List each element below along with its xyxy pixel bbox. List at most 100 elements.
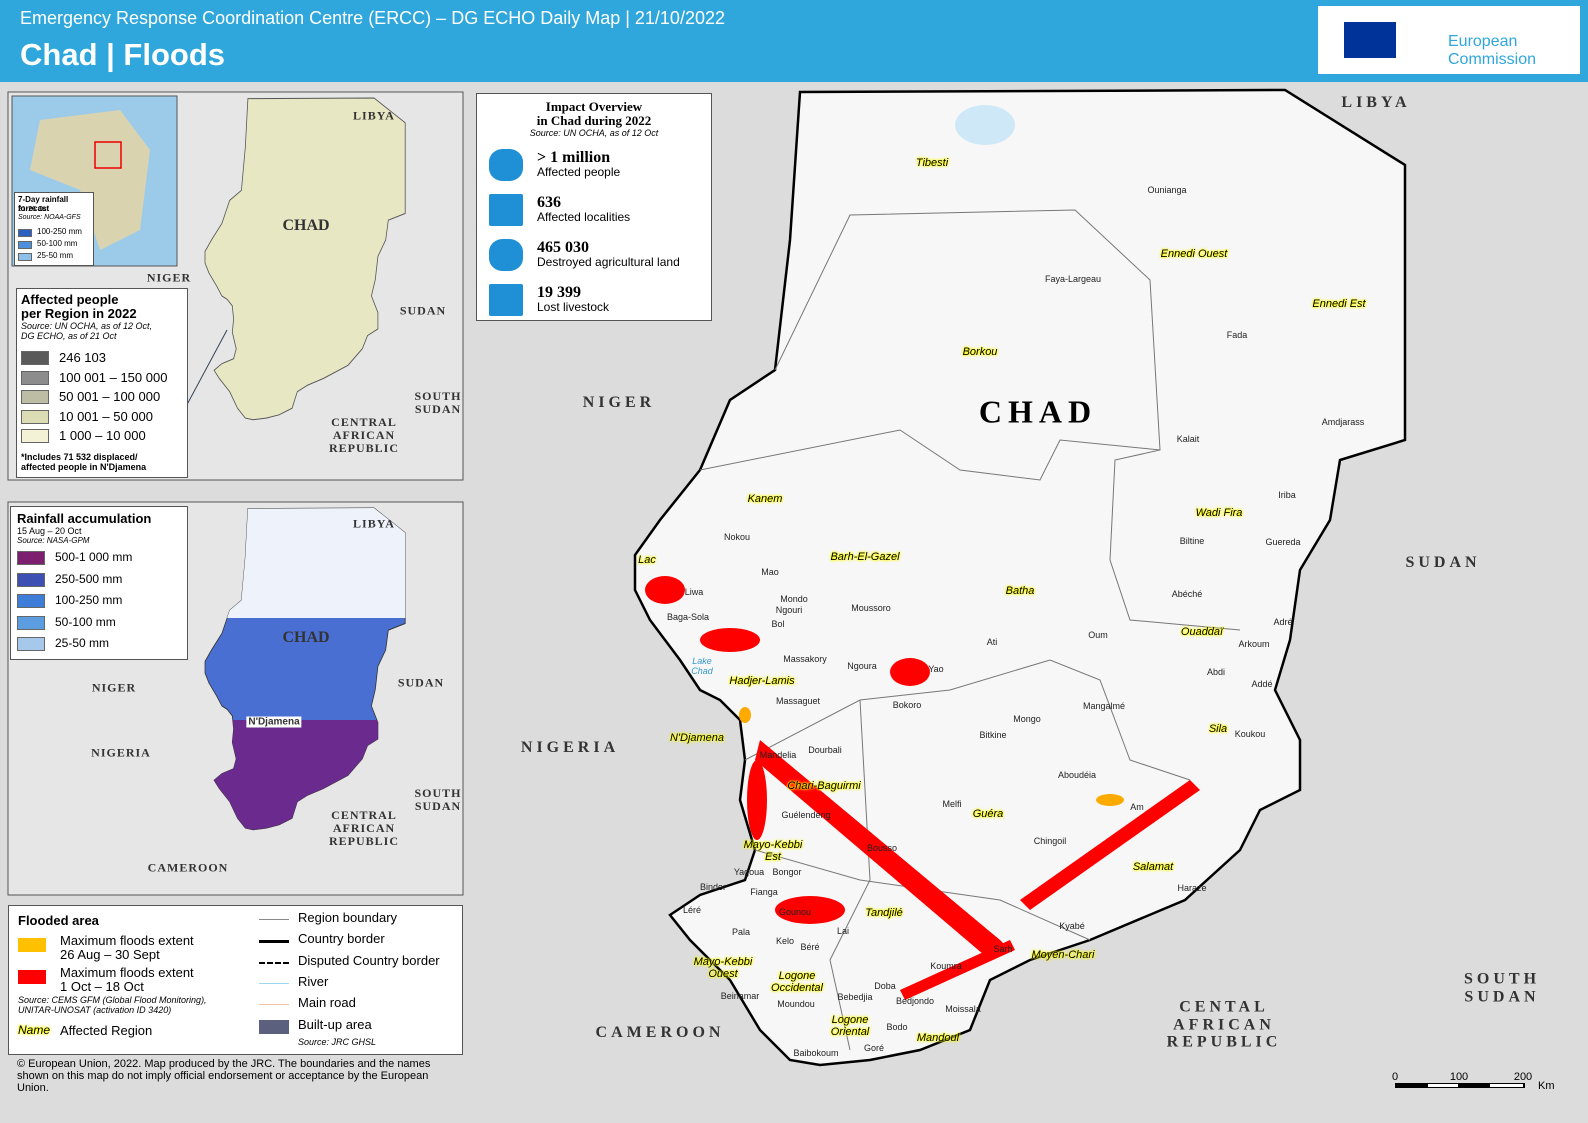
country-label: CHAD [282,217,330,235]
place-label: Adré [1273,617,1293,628]
place-label: Ati [986,637,998,648]
legend-label: Built-up area [298,1016,372,1032]
place-label: Dourbali [808,745,842,756]
legend-swatch [17,615,45,630]
region-label: Tibesti [915,156,949,169]
legend-dates: 15 Aug – 20 Oct [17,526,82,536]
place-label: Massaguet [775,696,821,707]
impact-label: Affected people [537,165,621,179]
place-label: Kalait [1176,434,1200,445]
legend-label: 25-50 mm [37,251,74,260]
country-label: SOUTH SUDAN [414,388,462,416]
legend-label: Country border [298,931,385,947]
legend-label: 25-50 mm [55,636,110,650]
region-label: Guéra [972,807,1004,820]
place-label: Fada [1226,330,1248,341]
legend-swatch [18,938,46,952]
country-label: CAMEROON [595,1024,725,1042]
place-label: Baibokoum [793,1048,839,1059]
place-label: Yao [928,664,944,675]
country-label: LIBYA [353,516,395,531]
rainfall-legend: Rainfall accumulation 15 Aug – 20 Oct So… [10,506,188,660]
region-label: Kanem [747,492,783,505]
place-label: Mongo [1013,714,1041,725]
place-label: Am [1130,802,1144,813]
place-label: Mandelia [759,750,797,761]
region-label: Mayo-Kebbi Est [743,838,803,863]
place-label: Gounou [778,907,812,918]
impact-source: Source: UN OCHA, as of 12 Oct [529,128,659,138]
place-label: Chingoil [1033,836,1067,847]
region-label: Logone Oriental [830,1013,870,1038]
region-label: Ouaddaï [1180,625,1224,638]
impact-icon [489,284,523,316]
place-label: Beinamar [720,991,760,1002]
legend-label: 10 001 – 50 000 [59,408,153,424]
legend-swatch [21,429,49,443]
region-label: Mandoul [916,1031,960,1044]
title: Chad | Floods [20,37,225,72]
legend-swatch [21,390,49,404]
main-legend: Flooded area Source: CEMS GFM (Global Fl… [8,905,463,1055]
region-label: Ennedi Ouest [1160,247,1228,260]
legend-label: 1 000 – 10 000 [59,428,146,443]
place-label: Koukou [1234,729,1266,740]
flood-extent-early [739,707,1124,806]
legend-label: 500-1 000 mm [55,550,133,564]
place-label: Ngouri [775,605,803,616]
place-label: Faya-Largeau [1044,274,1102,285]
country-label: NIGERIA [520,739,620,757]
place-label: Yagoua [733,867,765,878]
legend-swatch [21,370,49,385]
country-label: CHAD [282,629,330,647]
legend-label: Maximum floods extent 1 Oct – 18 Oct [60,965,194,995]
place-label: Pala [731,927,751,938]
legend-note: *Includes 71 532 displaced/ affected peo… [21,452,147,472]
region-label: Hadjer-Lamis [729,674,795,687]
place-label: Bol [771,619,785,630]
country-label: CENTAL AFRICAN REPUBLIC [1166,998,1282,1051]
region-sample: Name [18,1023,51,1037]
scale-unit: Km [1538,1080,1555,1092]
legend-label: Region boundary [298,910,398,925]
legend-source: Source: NOAA-GFS [18,214,81,221]
affected-legend: Affected people per Region in 2022 Sourc… [16,288,188,478]
place-label: Béré [800,942,820,953]
impact-value: 465 030 [537,239,589,256]
region-label: Logone Occidental [771,969,823,994]
country-label: CENTRAL AFRICAN REPUBLIC [328,415,400,456]
place-label: Abéché [1171,589,1203,600]
region-label: Moyen-Chari [1031,948,1095,961]
legend-symbol [259,1004,289,1006]
region-label: Salamat [1132,860,1174,873]
legend-label: 100-250 mm [55,593,123,607]
legend-label: 50-100 mm [37,239,78,248]
place-label: Lai [836,926,850,937]
country-label: LIBYA [353,108,395,123]
region-label: Mayo-Kebbi Ouest [693,955,753,980]
place-label: Oum [1088,630,1108,641]
legend-symbol [259,1019,289,1034]
scale-bar [1490,1084,1523,1087]
place-label: Guélendeng [781,810,831,821]
legend-swatch [17,572,45,587]
forecast-legend: 7-Day rainfall forecast 21-26 Oct Source… [14,192,94,266]
legend-label: 50-100 mm [55,614,116,629]
impact-icon [489,239,523,271]
legend-symbol [259,961,289,964]
place-label: Liwa [684,587,704,598]
place-label: Lake Chad [691,656,713,676]
legend-source: Source: JRC GHSL [298,1037,377,1047]
legend-symbol [259,982,289,984]
place-label: Haraze [1177,883,1207,894]
country-name: CHAD [978,393,1098,430]
legend-label: 100-250 mm [37,227,82,236]
legend-symbol [259,919,289,920]
place-label: Bitkine [979,730,1007,741]
region-label: Chari-Baguirmi [787,779,861,792]
legend-swatch [21,351,49,365]
place-label: Kyabé [1059,921,1085,932]
impact-icon [489,194,523,226]
impact-icon [489,149,523,181]
place-label: Kelo [775,936,795,947]
